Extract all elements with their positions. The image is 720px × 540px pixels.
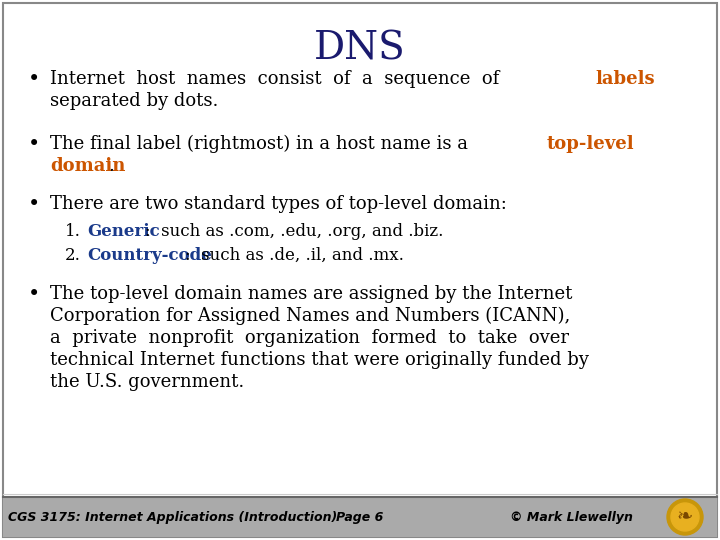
Text: •: • (28, 70, 40, 89)
Text: Internet  host  names  consist  of  a  sequence  of: Internet host names consist of a sequenc… (50, 70, 510, 88)
Text: the U.S. government.: the U.S. government. (50, 373, 244, 391)
Circle shape (671, 503, 699, 531)
Text: ❧: ❧ (677, 508, 693, 526)
Text: Generic: Generic (87, 223, 160, 240)
Text: The final label (rightmost) in a host name is a: The final label (rightmost) in a host na… (50, 135, 480, 153)
Text: DNS: DNS (314, 30, 406, 67)
Text: Page 6: Page 6 (336, 510, 384, 523)
Text: There are two standard types of top-level domain:: There are two standard types of top-leve… (50, 195, 507, 213)
Text: Country-code: Country-code (87, 247, 212, 264)
Text: •: • (28, 135, 40, 154)
Text: domain: domain (50, 157, 125, 175)
Text: labels: labels (595, 70, 654, 88)
Text: •: • (28, 195, 40, 214)
Text: technical Internet functions that were originally funded by: technical Internet functions that were o… (50, 351, 589, 369)
Text: separated by dots.: separated by dots. (50, 92, 218, 110)
Text: © Mark Llewellyn: © Mark Llewellyn (510, 510, 633, 523)
Text: 1.: 1. (65, 223, 81, 240)
Text: :  such as .com, .edu, .org, and .biz.: : such as .com, .edu, .org, and .biz. (145, 223, 444, 240)
Text: :  such as .de, .il, and .mx.: : such as .de, .il, and .mx. (185, 247, 404, 264)
Text: CGS 3175: Internet Applications (Introduction): CGS 3175: Internet Applications (Introdu… (8, 510, 337, 523)
Text: top-level: top-level (547, 135, 634, 153)
Text: .: . (108, 157, 114, 175)
Text: Corporation for Assigned Names and Numbers (ICANN),: Corporation for Assigned Names and Numbe… (50, 307, 570, 325)
Text: •: • (28, 285, 40, 304)
Circle shape (667, 499, 703, 535)
FancyBboxPatch shape (3, 497, 717, 537)
Text: The top-level domain names are assigned by the Internet: The top-level domain names are assigned … (50, 285, 572, 303)
FancyBboxPatch shape (3, 3, 717, 537)
Text: 2.: 2. (65, 247, 81, 264)
Text: a  private  nonprofit  organization  formed  to  take  over: a private nonprofit organization formed … (50, 329, 569, 347)
